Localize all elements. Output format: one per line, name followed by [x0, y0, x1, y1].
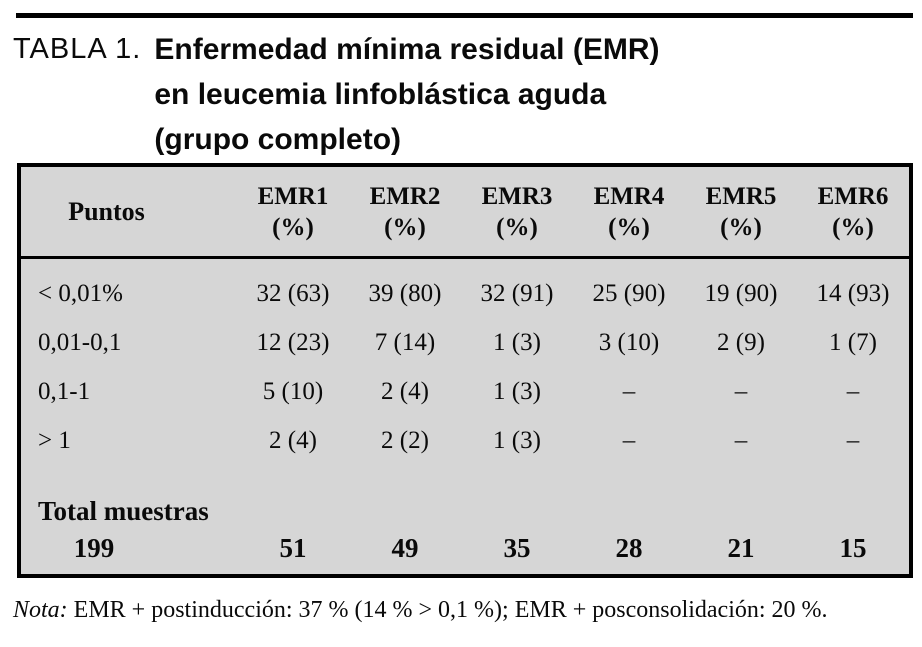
- total-cell: 49: [391, 532, 419, 563]
- column-header-emr2: EMR2 (%): [369, 182, 441, 241]
- row-label: 0,1-1: [38, 377, 91, 405]
- row-label: 0,01-0,1: [38, 328, 122, 356]
- row-label: > 1: [38, 426, 71, 454]
- table-cell: 32 (63): [256, 279, 330, 307]
- table-row: > 1 2 (4) 2 (2) 1 (3) – – –: [21, 416, 909, 465]
- table-cell: –: [622, 426, 636, 454]
- table-number-label: TABLA 1.: [13, 33, 142, 65]
- title-line-3: (grupo completo): [154, 123, 402, 156]
- total-cell: 21: [727, 532, 755, 563]
- emr-data-table: Puntos EMR1 (%) EMR2 (%) EMR3 (%) EMR4 (…: [17, 163, 913, 578]
- top-rule-divider: [16, 13, 913, 18]
- table-cell: 5 (10): [262, 377, 324, 405]
- column-header-emr6: EMR6 (%): [817, 182, 889, 241]
- table-cell: 2 (9): [717, 328, 765, 356]
- table-cell: 14 (93): [816, 279, 890, 307]
- table-body: < 0,01% 32 (63) 39 (80) 32 (91) 25 (90) …: [21, 259, 909, 567]
- total-cell: 51: [279, 532, 307, 563]
- table-cell: 19 (90): [704, 279, 778, 307]
- title-line-2: en leucemia linfoblástica aguda: [154, 78, 607, 111]
- table-header-row: Puntos EMR1 (%) EMR2 (%) EMR3 (%) EMR4 (…: [21, 167, 909, 259]
- table-title-lines: Enfermedad mínima residual (EMR) en leuc…: [154, 27, 659, 162]
- title-line-1: Enfermedad mínima residual (EMR): [154, 33, 660, 66]
- total-cell: 28: [615, 532, 643, 563]
- table-cell: –: [846, 377, 860, 405]
- total-cell: 15: [839, 532, 867, 563]
- table-cell: –: [846, 426, 860, 454]
- table-cell: 2 (4): [381, 377, 429, 405]
- table-cell: 2 (4): [269, 426, 317, 454]
- column-header-emr4: EMR4 (%): [593, 182, 665, 241]
- total-values-row: 199 51 49 35 28 21 15: [21, 529, 909, 567]
- table-cell: –: [622, 377, 636, 405]
- column-header-emr1: EMR1 (%): [257, 182, 329, 241]
- table-cell: –: [734, 377, 748, 405]
- table-cell: 2 (2): [381, 426, 429, 454]
- table-cell: 3 (10): [598, 328, 660, 356]
- table-cell: 32 (91): [480, 279, 554, 307]
- table-cell: 1 (3): [493, 328, 541, 356]
- table-cell: 25 (90): [592, 279, 666, 307]
- table-row: 0,01-0,1 12 (23) 7 (14) 1 (3) 3 (10) 2 (…: [21, 318, 909, 367]
- footnote-text: EMR + postinducción: 37 % (14 % > 0,1 %)…: [67, 597, 828, 623]
- column-header-emr5: EMR5 (%): [705, 182, 777, 241]
- total-count: 199: [73, 532, 115, 563]
- table-cell: –: [734, 426, 748, 454]
- column-header-puntos: Puntos: [68, 196, 145, 226]
- row-label: < 0,01%: [38, 279, 123, 307]
- total-muestras-label: Total muestras: [38, 495, 209, 526]
- table-cell: 39 (80): [368, 279, 442, 307]
- table-cell: 12 (23): [256, 328, 330, 356]
- table-cell: 1 (3): [493, 426, 541, 454]
- column-header-emr3: EMR3 (%): [481, 182, 553, 241]
- table-title: TABLA 1. Enfermedad mínima residual (EMR…: [13, 27, 659, 162]
- footnote-prefix: Nota:: [13, 597, 68, 623]
- table-row: 0,1-1 5 (10) 2 (4) 1 (3) – – –: [21, 367, 909, 416]
- table-cell: 7 (14): [374, 328, 436, 356]
- total-cell: 35: [503, 532, 531, 563]
- table-cell: 1 (3): [493, 377, 541, 405]
- table-row: < 0,01% 32 (63) 39 (80) 32 (91) 25 (90) …: [21, 269, 909, 318]
- table-footnote: Nota: EMR + postinducción: 37 % (14 % > …: [13, 597, 913, 624]
- table-cell: 1 (7): [829, 328, 877, 356]
